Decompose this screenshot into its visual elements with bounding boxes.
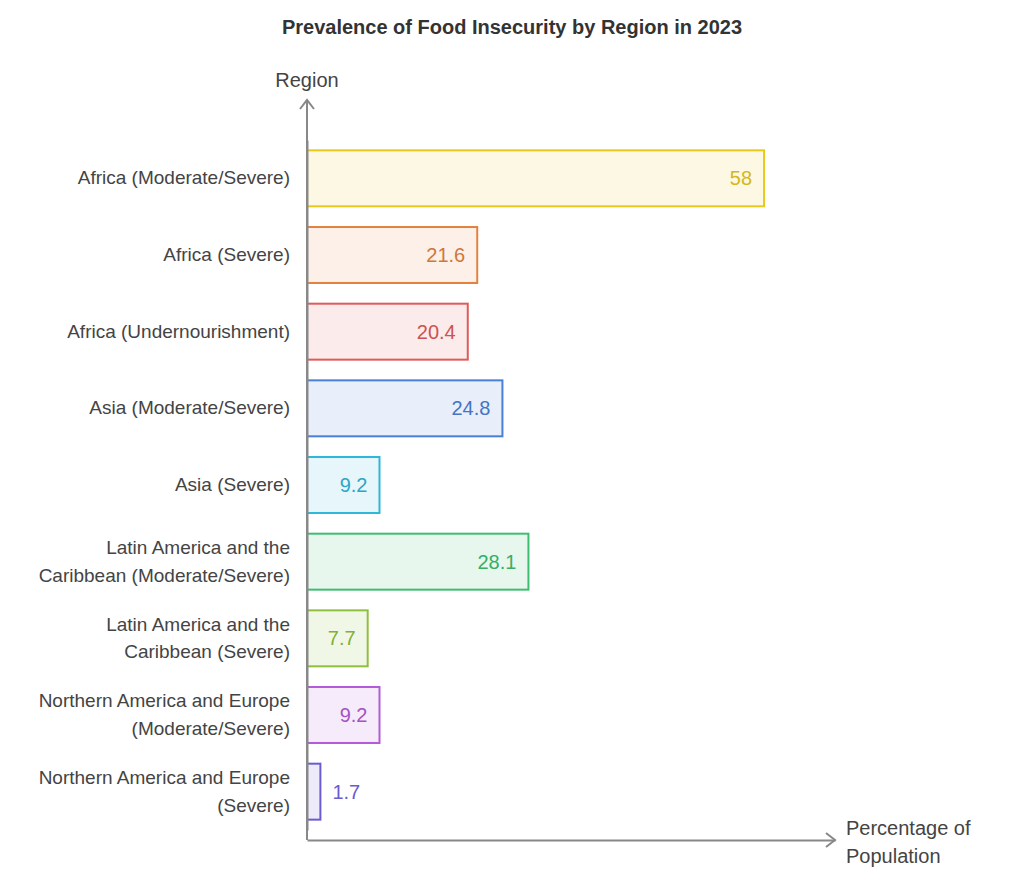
tick-label: Africa (Severe): [163, 244, 290, 265]
tick-label-line: Africa (Moderate/Severe): [78, 167, 290, 188]
bar: [307, 380, 502, 436]
tick-label-line: Northern America and Europe: [39, 690, 290, 711]
data-label: 28.1: [478, 551, 517, 573]
tick-label-line: Latin America and the: [106, 614, 290, 635]
axis-line: [306, 100, 308, 840]
data-label: 9.2: [340, 474, 368, 496]
tick: Africa (Severe): [163, 244, 290, 265]
tick-label-line: Asia (Severe): [175, 474, 290, 495]
tick: Northern America and Europe (Moderate/Sev…: [39, 690, 290, 739]
tick: Asia (Severe): [175, 474, 290, 495]
chart: Prevalence of Food Insecurity by Region …: [0, 0, 1024, 896]
bars: [307, 150, 764, 819]
x-axis: [308, 840, 836, 841]
tick-label-line: Northern America and Europe: [39, 767, 290, 788]
tick-label-line: Caribbean (Moderate/Severe): [39, 565, 290, 586]
axis-title: Percentage of Population: [846, 817, 971, 867]
bar: [307, 150, 764, 206]
axis-line: [308, 840, 836, 842]
data-label: 21.6: [426, 244, 465, 266]
tick-label-line: Asia (Moderate/Severe): [89, 397, 290, 418]
tick-label: Latin America and the Caribbean (Severe): [106, 614, 290, 663]
data-label: 58: [730, 167, 752, 189]
data-label: 7.7: [328, 627, 356, 649]
tick-label: Africa (Undernourishment): [67, 321, 290, 342]
bar: [307, 610, 368, 666]
axis-arrows: [300, 100, 835, 847]
axis-title: Region: [275, 69, 338, 91]
tick: Asia (Moderate/Severe): [89, 397, 290, 418]
data-label: 20.4: [417, 321, 456, 343]
tick: Africa (Undernourishment): [67, 321, 290, 342]
tick-label: Northern America and Europe (Severe): [39, 767, 290, 816]
tick-label-line: Latin America and the: [106, 537, 290, 558]
y-axis: Africa (Moderate/Severe) Africa (Severe) A…: [39, 141, 308, 831]
data-labels: 58 21.6 20.4 24.8 9.2 28.1 7.7 9.2 1.7: [328, 167, 752, 802]
tick-label: Latin America and the Caribbean (Moderate…: [39, 537, 290, 586]
data-label: 24.8: [452, 397, 491, 419]
tick-label: Africa (Moderate/Severe): [78, 167, 290, 188]
bar: [307, 304, 468, 360]
bar: [307, 764, 320, 820]
axis-title-line: Percentage of: [846, 817, 971, 839]
bar: [307, 227, 477, 283]
data-label: 1.7: [332, 781, 360, 803]
tick-label: Northern America and Europe (Moderate/Sev…: [39, 690, 290, 739]
tick-label-line: (Moderate/Severe): [132, 718, 290, 739]
arrowhead: [826, 833, 835, 847]
title: Prevalence of Food Insecurity by Region …: [282, 16, 742, 38]
tick-label-line: (Severe): [217, 795, 290, 816]
tick-label-line: Africa (Undernourishment): [67, 321, 290, 342]
tick: Latin America and the Caribbean (Moderate…: [39, 537, 290, 586]
tick: Northern America and Europe (Severe): [39, 767, 290, 816]
tick-label-line: Caribbean (Severe): [124, 641, 290, 662]
tick: Africa (Moderate/Severe): [78, 167, 290, 188]
bar: [307, 457, 380, 513]
tick: Latin America and the Caribbean (Severe): [106, 614, 290, 663]
tick-label: Asia (Moderate/Severe): [89, 397, 290, 418]
bar: [307, 687, 380, 743]
data-label: 9.2: [340, 704, 368, 726]
arrowhead: [300, 100, 314, 109]
tick-label-line: Africa (Severe): [163, 244, 290, 265]
axis-title-line: Population: [846, 845, 941, 867]
bar: [307, 534, 528, 590]
tick-label: Asia (Severe): [175, 474, 290, 495]
